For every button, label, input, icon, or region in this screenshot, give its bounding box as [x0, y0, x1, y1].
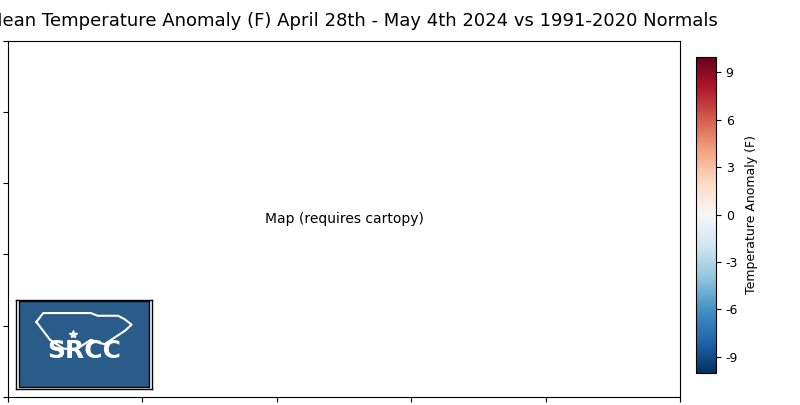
FancyBboxPatch shape	[18, 301, 150, 387]
Text: Map (requires cartopy): Map (requires cartopy)	[265, 212, 423, 226]
Y-axis label: Temperature Anomaly (F): Temperature Anomaly (F)	[745, 135, 758, 294]
Text: Mean Temperature Anomaly (F) April 28th - May 4th 2024 vs 1991-2020 Normals: Mean Temperature Anomaly (F) April 28th …	[0, 12, 718, 30]
Text: SRCC: SRCC	[47, 339, 121, 363]
